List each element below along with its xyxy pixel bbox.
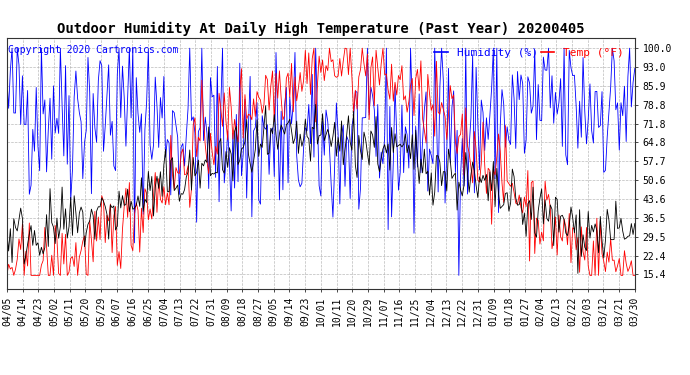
Legend: Humidity (%), Temp (°F): Humidity (%), Temp (°F) xyxy=(432,46,626,60)
Title: Outdoor Humidity At Daily High Temperature (Past Year) 20200405: Outdoor Humidity At Daily High Temperatu… xyxy=(57,22,584,36)
Text: Copyright 2020 Cartronics.com: Copyright 2020 Cartronics.com xyxy=(8,45,178,55)
